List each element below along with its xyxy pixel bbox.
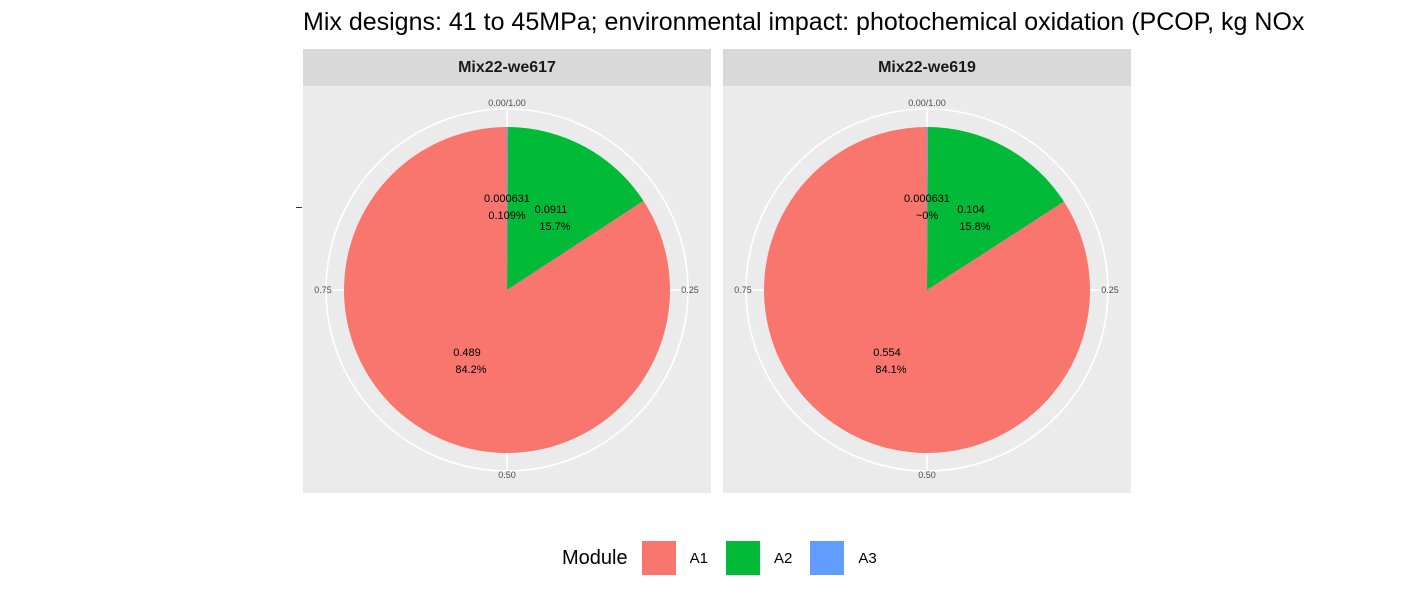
- slice-percent-label: 0.109%: [488, 210, 526, 222]
- legend-key-a1: [641, 541, 676, 575]
- pie-slice-a2: [507, 127, 644, 290]
- slice-value-label: 0.554: [873, 347, 901, 359]
- legend-item-a2: A2: [725, 541, 793, 575]
- legend-item-a3: A3: [810, 541, 877, 575]
- legend: Module A1 A2 A3: [562, 541, 895, 575]
- theta-tick-label: 0.50: [918, 470, 936, 480]
- slice-value-label: 0.489: [453, 347, 481, 359]
- slice-percent-label: 15.8%: [959, 221, 990, 233]
- plot-area: 0.000631 ~0% 0.104 15.8% 0.554 84.1% 0.00/1.00…: [723, 86, 1131, 493]
- theta-tick-label: 0.00/1.00: [488, 98, 526, 108]
- pie-slice-a3: [507, 127, 509, 290]
- pie-slice-a1: [764, 127, 1090, 454]
- facet-strip-label: Mix22-we617: [303, 49, 711, 86]
- facet-panel-mix22-we619: Mix22-we619 0.000631 ~0% 0.104 15.8% 0.554 84…: [723, 49, 1131, 493]
- legend-label: A1: [689, 549, 708, 567]
- theta-tick-label: 0.25: [1101, 285, 1119, 295]
- pie-chart-svg: 0.000631 0.109% 0.0911 15.7% 0.489 84.2% 0.00/…: [314, 98, 699, 480]
- legend-label: A3: [858, 549, 877, 567]
- slice-percent-label: 84.1%: [875, 364, 906, 376]
- plot-area: 0.000631 0.109% 0.0911 15.7% 0.489 84.2% 0.00/…: [303, 86, 711, 493]
- slice-percent-label: 15.7%: [539, 221, 570, 233]
- legend-item-a1: A1: [641, 541, 708, 575]
- slice-percent-label: 84.2%: [455, 364, 486, 376]
- slice-value-label: 0.0911: [535, 204, 568, 216]
- legend-key-a3: [810, 541, 845, 575]
- axis-tick-mark: [296, 207, 302, 208]
- theta-tick-label: 0.00/1.00: [908, 98, 946, 108]
- theta-tick-label: 0.50: [498, 470, 516, 480]
- legend-label: A2: [773, 549, 793, 567]
- legend-title: Module: [562, 546, 628, 569]
- chart-title: Mix designs: 41 to 45MPa; environmental …: [303, 8, 1305, 36]
- slice-value-label: 0.000631: [904, 193, 950, 205]
- slice-value-label: 0.104: [957, 204, 985, 216]
- facet-panel-mix22-we617: Mix22-we617 0.000631 0.109% 0.0911 15.7% 0.4…: [303, 49, 711, 493]
- pie-slice-a2: [927, 127, 1064, 290]
- theta-tick-label: 0.75: [314, 285, 332, 295]
- slice-percent-label: ~0%: [916, 210, 939, 222]
- theta-tick-label: 0.75: [734, 285, 752, 295]
- pie-slice-a1: [344, 127, 670, 454]
- slice-value-label: 0.000631: [484, 193, 530, 205]
- pie-slice-a3: [927, 127, 928, 290]
- facet-strip-label: Mix22-we619: [723, 49, 1131, 86]
- legend-key-a2: [725, 541, 760, 575]
- theta-tick-label: 0.25: [681, 285, 699, 295]
- pie-chart-svg: 0.000631 ~0% 0.104 15.8% 0.554 84.1% 0.00/1.00…: [734, 98, 1119, 480]
